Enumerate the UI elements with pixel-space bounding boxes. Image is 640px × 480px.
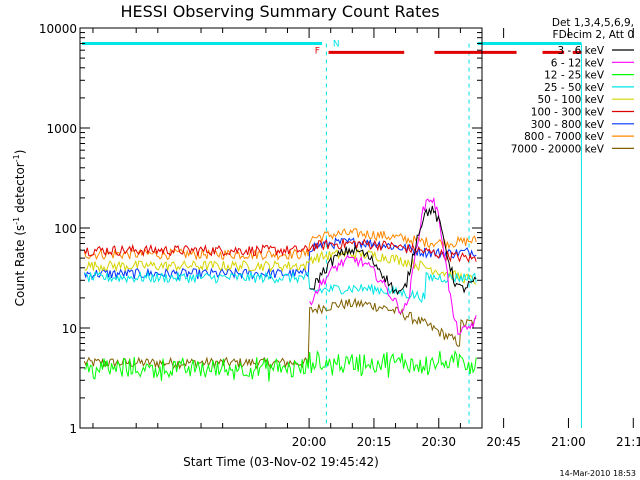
x-tick-label: 21:15 [616,435,640,449]
series-line [84,270,477,304]
flare-flag-label: F [315,46,320,56]
y-tick-label: 10 [62,322,77,336]
legend: Det 1,3,4,5,6,9, FDecim 2, Att 0 3 - 6 k… [511,17,634,155]
series-line [83,228,477,262]
night-flag-label: N [333,39,340,49]
x-tick-label: 20:45 [486,435,521,449]
chart-title: HESSI Observing Summary Count Rates [120,2,439,21]
series-line [84,349,477,382]
legend-label: 3 - 6 keV [557,45,604,57]
legend-label: 300 - 800 keV [531,119,605,131]
x-axis-label: Start Time (03-Nov-02 19:45:42) [183,455,379,469]
y-tick-label: 1000 [46,122,77,136]
legend-label: 7000 - 20000 keV [511,143,605,155]
series-line [309,196,477,335]
series-line [309,205,477,296]
legend-label: 800 - 7000 keV [524,131,605,143]
legend-header-line-1: Det 1,3,4,5,6,9, [552,17,634,29]
series-line [83,237,477,281]
x-axis: 20:00 20:15 20:30 20:45 21:00 21:15 [92,28,640,449]
legend-label: 25 - 50 keV [544,82,605,94]
plot-area: NF [79,39,582,428]
x-tick-label: 21:00 [551,435,586,449]
series-line [83,297,477,370]
x-tick-label: 20:15 [357,435,392,449]
footer-date: 14-Mar-2010 18:53 [560,469,637,478]
y-tick-label: 100 [54,222,77,236]
series-line [83,238,477,264]
legend-label: 12 - 25 keV [544,70,605,82]
legend-label: 100 - 300 keV [531,107,605,119]
x-tick-label: 20:00 [292,435,327,449]
legend-label: 50 - 100 keV [537,94,604,106]
legend-header-line-2: FDecim 2, Att 0 [553,29,634,41]
plot-frame [79,27,483,429]
x-tick-label: 20:30 [421,435,456,449]
y-tick-label: 1 [69,422,77,436]
y-axis-label: Count Rate (s-1 detector-1) [12,150,27,307]
y-axis: 1 10 100 1000 10000 [39,22,482,436]
legend-label: 6 - 12 keV [551,57,605,69]
y-tick-label: 10000 [39,22,77,36]
